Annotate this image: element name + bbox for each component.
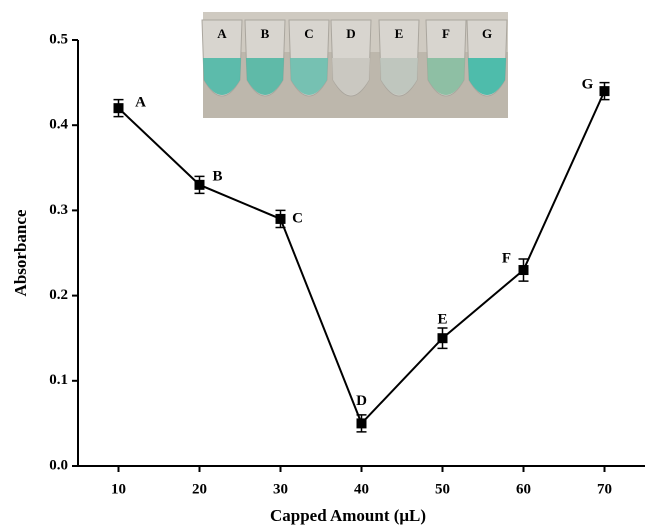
tube-liquid [380,58,418,95]
point-label: G [582,77,594,93]
x-tick-label: 60 [516,481,531,497]
y-tick-label: 0.2 [49,287,68,303]
point-label: F [502,250,511,266]
data-line [117,90,606,426]
inset-label: B [261,26,270,41]
data-point [275,213,286,224]
tube-liquid [332,58,370,95]
y-tick-label: 0.5 [49,31,68,47]
tube-liquid [427,58,465,95]
inset-label: A [217,26,227,41]
y-tick-label: 0.4 [49,117,68,133]
y-tick-label: 0.0 [49,457,68,473]
data-point [356,418,367,429]
point-label: B [212,168,222,184]
inset-label: G [482,26,492,41]
tube-liquid [468,58,506,95]
inset-label: E [395,26,404,41]
inset-label: F [442,26,450,41]
y-tick-label: 0.3 [49,202,68,218]
inset-label: D [346,26,355,41]
x-tick-label: 40 [354,481,369,497]
tube-liquid [246,58,284,95]
point-label: C [292,210,303,226]
x-tick-label: 10 [111,481,126,497]
inset-label: C [304,26,313,41]
x-tick-label: 30 [273,481,288,497]
point-label: A [135,95,146,111]
data-point [437,333,448,344]
data-point [518,265,529,276]
data-point [599,86,610,97]
data-point [113,103,124,114]
point-label: E [437,312,447,328]
y-tick-label: 0.1 [49,372,68,388]
x-axis-label: Capped Amount (μL) [270,506,426,525]
x-tick-label: 70 [597,481,612,497]
tube-liquid [203,58,241,95]
point-label: D [356,393,367,409]
data-point [194,179,205,190]
x-tick-label: 50 [435,481,450,497]
tube-liquid [290,58,328,95]
y-axis-label: Absorbance [11,209,30,296]
x-tick-label: 20 [192,481,207,497]
